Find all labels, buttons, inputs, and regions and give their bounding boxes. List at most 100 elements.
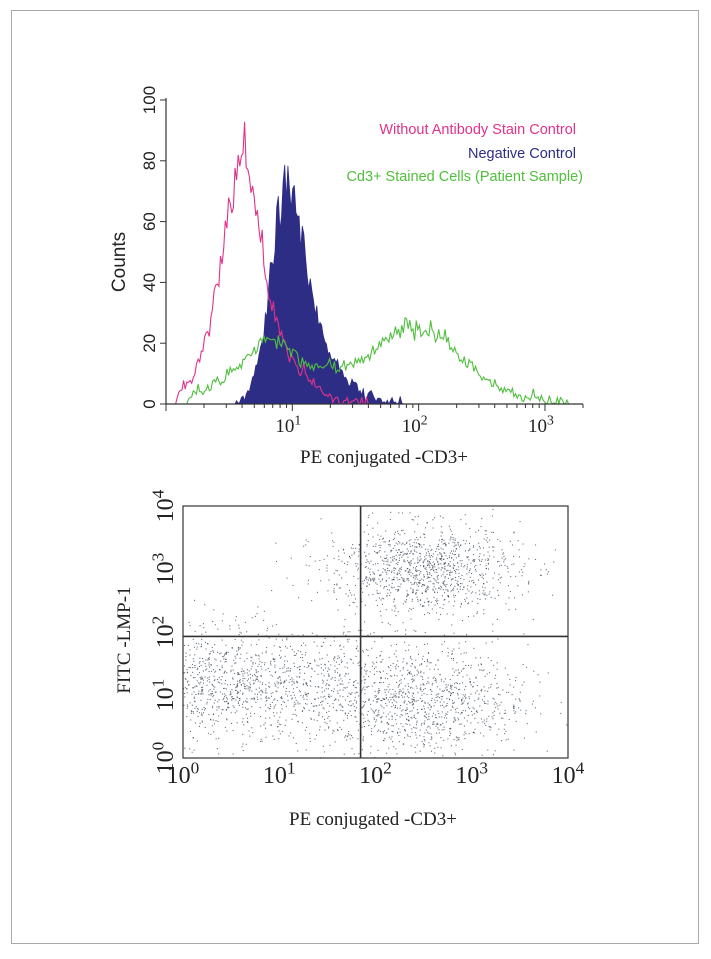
scatter-point — [431, 608, 433, 610]
scatter-point — [423, 584, 425, 586]
scatter-point — [238, 648, 240, 650]
scatter-point — [408, 573, 410, 575]
scatter-point — [468, 571, 470, 573]
scatter-point — [486, 720, 488, 722]
scatter-point — [513, 563, 515, 565]
scatter-point — [323, 669, 325, 671]
scatter-point — [519, 521, 521, 523]
scatter-point — [325, 667, 327, 669]
scatter-point — [438, 587, 440, 589]
scatter-point — [189, 654, 191, 656]
scatter-point — [479, 553, 481, 555]
scatter-point — [451, 685, 453, 687]
scatter-point — [204, 604, 206, 606]
scatter-point — [388, 747, 390, 749]
scatter-point — [355, 707, 357, 709]
scatter-point — [421, 605, 423, 607]
scatter-point — [357, 682, 359, 684]
scatter-point — [463, 734, 465, 736]
scatter-point — [499, 704, 501, 706]
scatter-point — [428, 586, 430, 588]
scatter-point — [363, 704, 365, 706]
scatter-point — [470, 667, 472, 669]
scatter-point — [469, 576, 471, 578]
scatter-point — [229, 625, 231, 627]
scatter-point — [322, 745, 324, 747]
scatter-point — [427, 731, 429, 733]
scatter-point — [412, 687, 414, 689]
scatter-point — [407, 735, 409, 737]
scatter-point — [453, 594, 455, 596]
scatter-point — [489, 591, 491, 593]
scatter-point — [235, 689, 237, 691]
scatter-point — [380, 704, 382, 706]
scatter-point — [400, 566, 402, 568]
scatter-point — [426, 564, 428, 566]
scatter-point — [296, 680, 298, 682]
scatter-point — [211, 690, 213, 692]
scatter-point — [214, 699, 216, 701]
scatter-point — [323, 708, 325, 710]
scatter-point — [213, 688, 215, 690]
scatter-point — [246, 669, 248, 671]
scatter-point — [376, 552, 378, 554]
scatter-point — [347, 695, 349, 697]
scatter-point — [435, 694, 437, 696]
scatter-point — [229, 694, 231, 696]
scatter-point — [205, 665, 207, 667]
scatter-point — [363, 651, 365, 653]
scatter-point — [486, 718, 488, 720]
scatter-point — [355, 565, 357, 567]
scatter-point — [500, 701, 502, 703]
scatter-point — [412, 590, 414, 592]
scatter-point — [410, 571, 412, 573]
scatter-point — [197, 709, 199, 711]
scatter-point — [250, 656, 252, 658]
scatter-point — [212, 696, 214, 698]
scatter-point — [258, 687, 260, 689]
scatter-point — [240, 683, 242, 685]
scatter-point — [310, 718, 312, 720]
scatter-point — [378, 551, 380, 553]
scatter-point — [461, 702, 463, 704]
scatter-point — [400, 704, 402, 706]
scatter-point — [218, 707, 220, 709]
scatter-point — [488, 687, 490, 689]
scatter-point — [268, 708, 270, 710]
scatter-point — [544, 563, 546, 565]
scatter-point — [235, 662, 237, 664]
scatter-point — [466, 566, 468, 568]
scatter-point — [450, 658, 452, 660]
scatter-point — [410, 545, 412, 547]
scatter-point — [425, 548, 427, 550]
scatter-point — [392, 556, 394, 558]
scatter-point — [403, 553, 405, 555]
scatter-point — [356, 647, 358, 649]
scatter-point — [458, 736, 460, 738]
scatter-point — [342, 689, 344, 691]
scatter-point — [278, 682, 280, 684]
scatter-point — [420, 724, 422, 726]
scatter-point — [440, 737, 442, 739]
scatter-point — [296, 676, 298, 678]
scatter-point — [358, 543, 360, 545]
scatter-point — [344, 619, 346, 621]
scatter-point — [184, 678, 186, 680]
scatter-point — [539, 574, 541, 576]
scatter-point — [404, 553, 406, 555]
scatter-point — [270, 664, 272, 666]
scatter-point — [485, 573, 487, 575]
scatter-point — [382, 538, 384, 540]
scatter-point — [410, 673, 412, 675]
scatter-point — [438, 587, 440, 589]
scatter-point — [221, 667, 223, 669]
scatter-point — [402, 726, 404, 728]
scatter-point — [435, 664, 437, 666]
scatter-point — [415, 734, 417, 736]
scatter-point — [453, 565, 455, 567]
scatter-point — [483, 547, 485, 549]
scatter-point — [407, 689, 409, 691]
scatter-point — [208, 694, 210, 696]
scatter-point — [391, 675, 393, 677]
scatter-point — [465, 697, 467, 699]
